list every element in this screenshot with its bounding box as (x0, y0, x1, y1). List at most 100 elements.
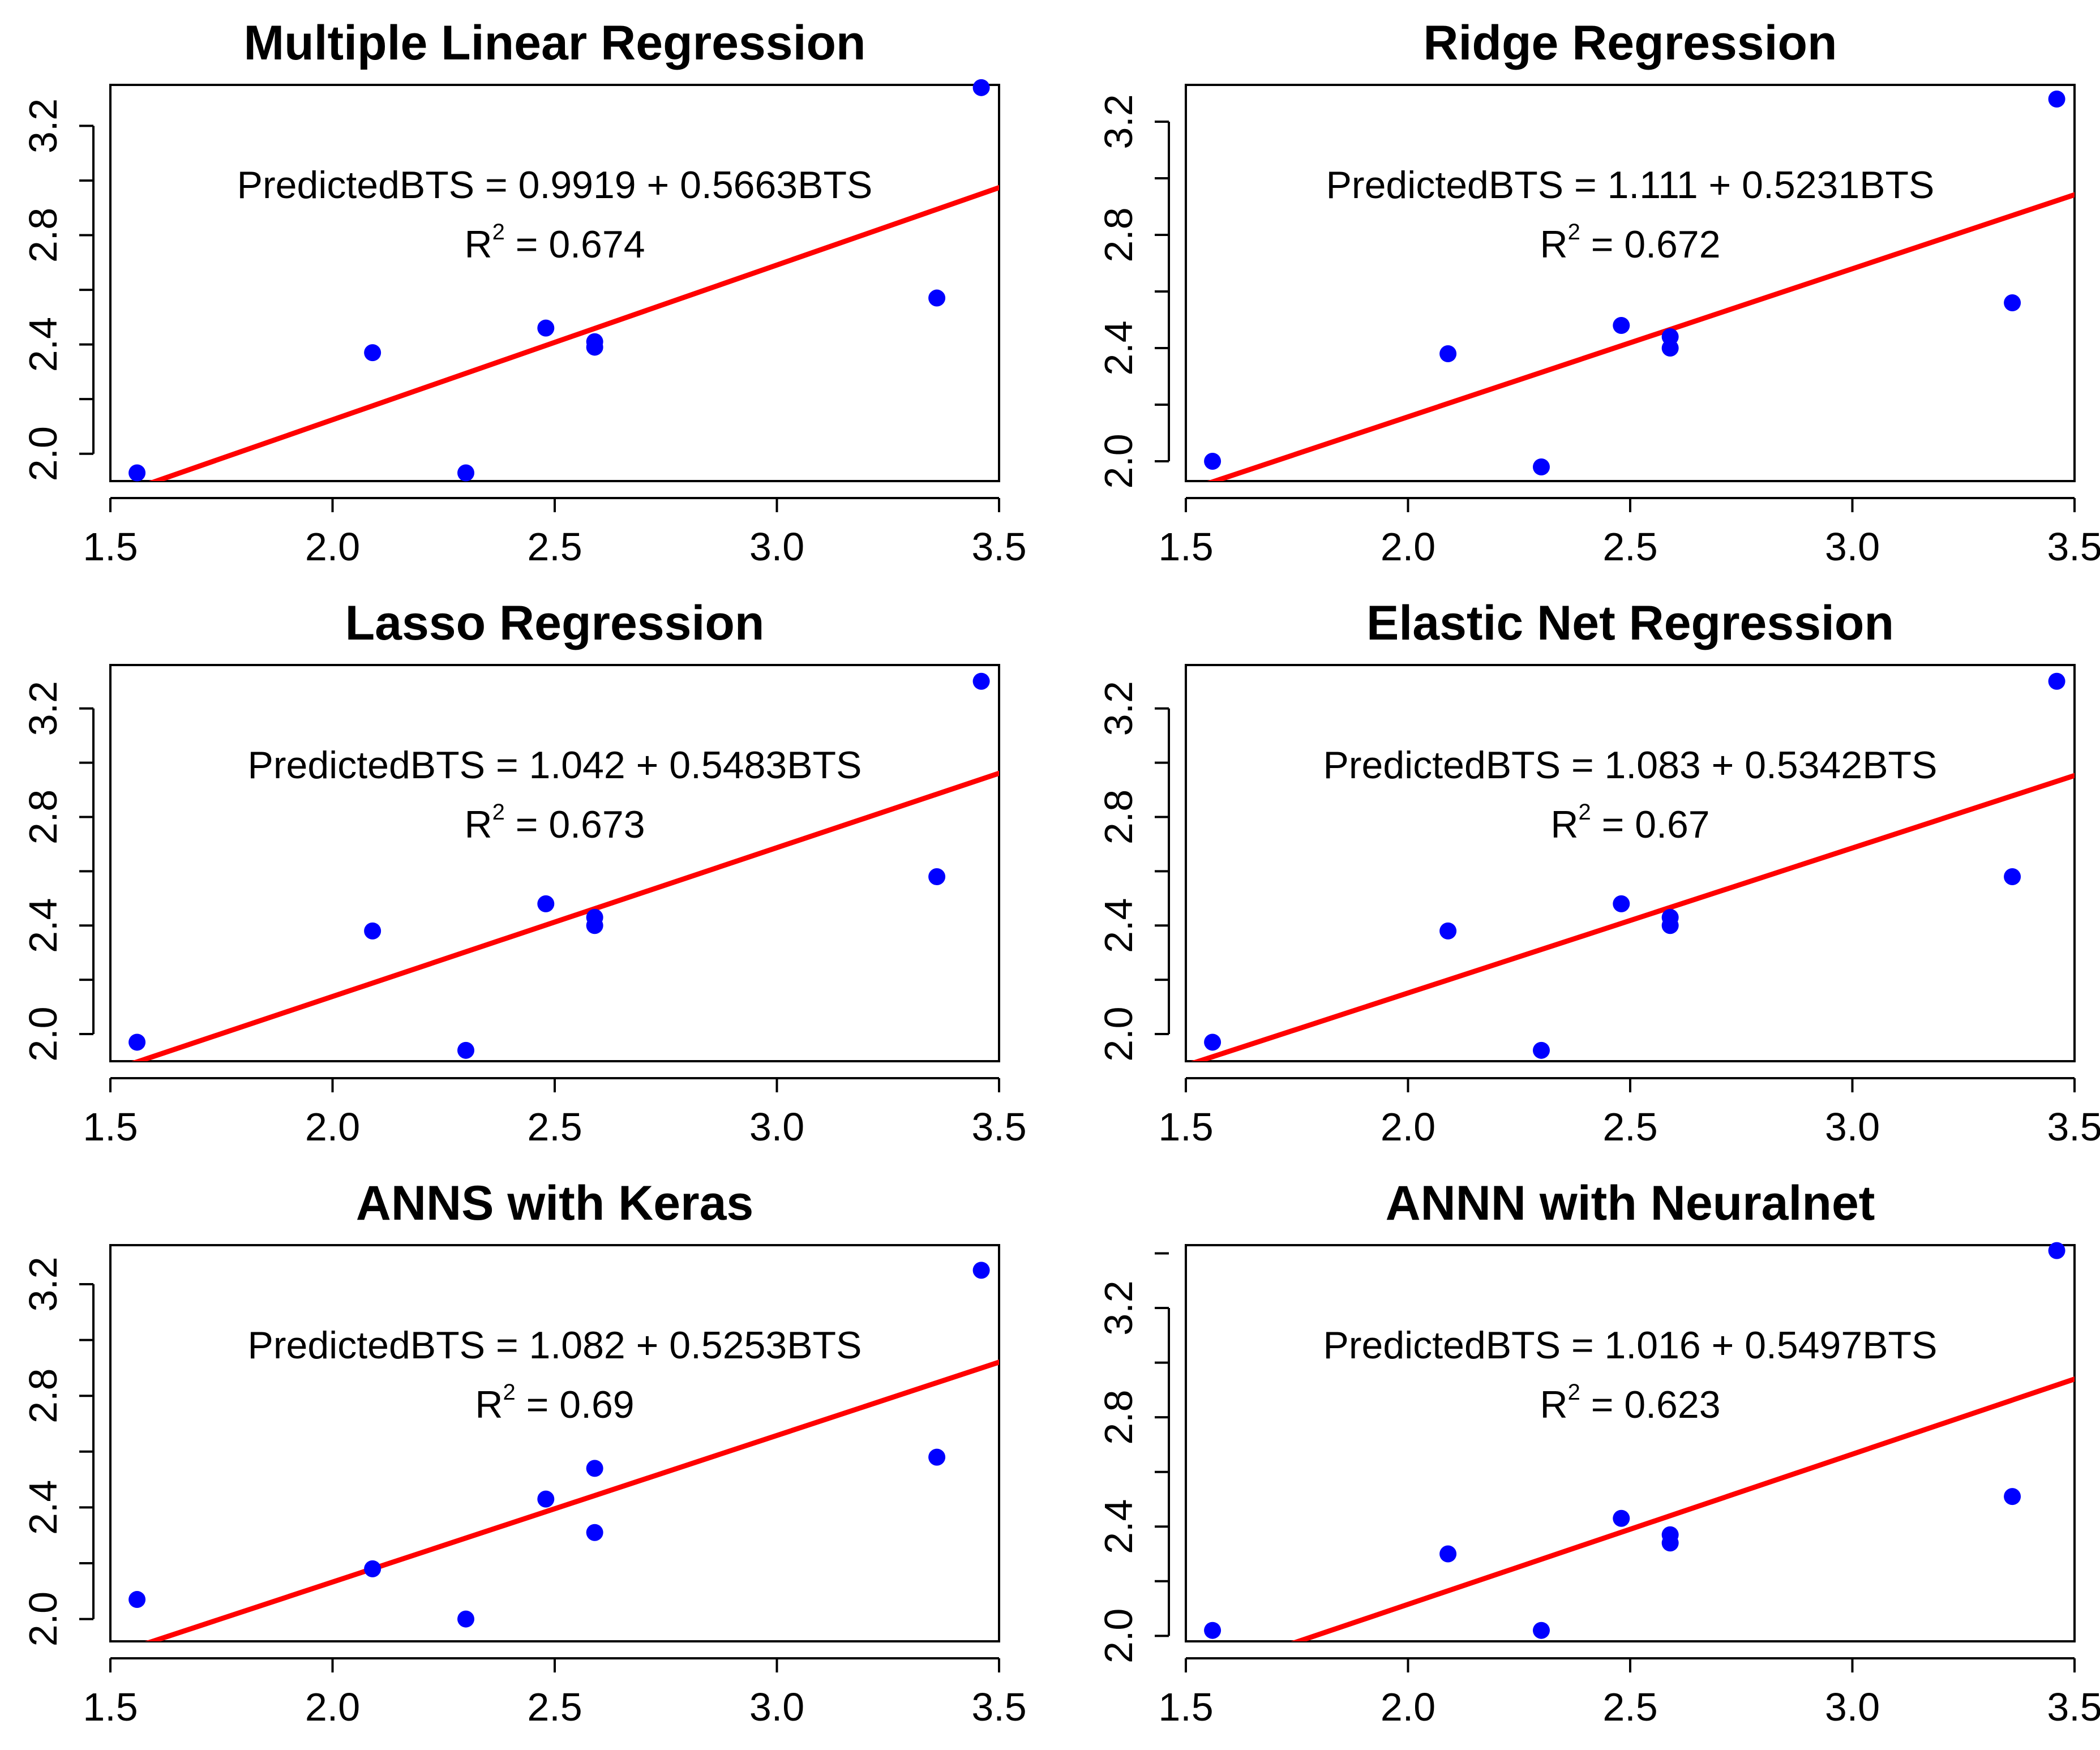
fit-line (131, 770, 999, 1061)
fit-line (148, 185, 999, 481)
data-point (364, 1560, 382, 1577)
r-squared-superscript: 2 (492, 800, 505, 825)
y-tick-label: 2.8 (21, 208, 65, 263)
x-tick-label: 2.0 (1381, 1105, 1435, 1149)
x-tick-label: 3.0 (749, 525, 804, 569)
x-tick-label: 2.0 (305, 1105, 360, 1149)
r-squared-superscript: 2 (1568, 220, 1580, 245)
r-squared-superscript: 2 (1568, 1380, 1580, 1405)
fit-line (1207, 192, 2075, 481)
data-point (2048, 1242, 2065, 1259)
panel-4: Elastic Net Regression 1.5 2.0 2.5 3.0 3.5 2.0… (1096, 596, 2100, 1149)
panel-5: ANNS with Keras 1.5 2.0 2.5 3.0 3.5 2.0 2.4 2.8 3… (21, 1176, 1027, 1729)
data-point (1439, 922, 1457, 940)
x-tick-label: 2.0 (305, 525, 360, 569)
panel-title: ANNS with Keras (356, 1176, 754, 1230)
x-tick-label: 2.5 (1602, 1685, 1657, 1729)
fit-line (1291, 1376, 2075, 1641)
panel-3: Lasso Regression 1.5 2.0 2.5 3.0 3.5 2.0 2.4 2.8… (21, 596, 1027, 1149)
x-tick-label: 1.5 (83, 525, 138, 569)
x-tick-label: 3.0 (1825, 525, 1880, 569)
y-tick-label: 3.2 (21, 1256, 65, 1311)
data-point (586, 338, 603, 356)
y-tick-label: 2.4 (1096, 320, 1141, 375)
data-point (1439, 1545, 1457, 1563)
data-point (972, 79, 990, 96)
r-squared: R2 = 0.672 (1540, 220, 1720, 266)
data-point (1204, 1622, 1222, 1639)
x-tick-label: 3.0 (749, 1685, 804, 1729)
y-tick-label: 2.8 (21, 1369, 65, 1423)
r-squared-value: = 0.672 (1580, 223, 1721, 266)
data-point (1661, 917, 1679, 934)
data-point (537, 1490, 555, 1508)
panel-2: Ridge Regression 1.5 2.0 2.5 3.0 3.5 2.0 2.4 2.8… (1096, 16, 2100, 569)
r-squared-label: R (464, 803, 492, 846)
data-point (1204, 1033, 1222, 1051)
x-tick-label: 3.5 (971, 525, 1026, 569)
panel-1: Multiple Linear Regression 1.5 2.0 2.5 3.0 3.… (21, 16, 1027, 569)
x-tick-label: 2.5 (1602, 525, 1657, 569)
x-tick-label: 3.5 (2047, 1685, 2100, 1729)
data-point (1613, 317, 1630, 334)
panel-title: Multiple Linear Regression (243, 16, 865, 70)
plot-frame (109, 84, 1000, 482)
x-tick-label: 3.0 (749, 1105, 804, 1149)
r-squared-superscript: 2 (503, 1380, 516, 1405)
y-tick-label: 2.0 (1096, 1006, 1141, 1061)
y-tick-label: 2.4 (1096, 1499, 1141, 1554)
r-squared-superscript: 2 (492, 220, 505, 245)
plot-frame (1185, 84, 2076, 482)
r-squared-value: = 0.67 (1591, 803, 1710, 846)
data-point (586, 917, 603, 934)
data-point (972, 1262, 990, 1279)
y-tick-label: 3.2 (21, 681, 65, 736)
y-tick-label: 3.2 (1096, 681, 1141, 736)
r-squared: R2 = 0.674 (464, 220, 645, 266)
x-tick-label: 1.5 (83, 1685, 138, 1729)
y-tick-label: 2.8 (1096, 790, 1141, 844)
x-tick-label: 2.5 (527, 1685, 582, 1729)
panel-title: Ridge Regression (1423, 16, 1837, 70)
data-point (1661, 1534, 1679, 1552)
data-point (457, 1041, 474, 1059)
plot-frame (109, 664, 1000, 1062)
data-point (928, 1448, 946, 1466)
x-tick-label: 3.0 (1825, 1685, 1880, 1729)
x-tick-label: 1.5 (1158, 1685, 1213, 1729)
r-squared: R2 = 0.69 (475, 1380, 634, 1426)
r-squared: R2 = 0.623 (1540, 1380, 1720, 1426)
x-tick-label: 2.0 (1381, 525, 1435, 569)
data-point (2048, 91, 2065, 108)
data-point (972, 672, 990, 690)
panel-6: ANNN with Neuralnet 1.5 2.0 2.5 3.0 3.5 2.0 2.4… (1096, 1176, 2100, 1729)
y-tick-label: 2.8 (1096, 1389, 1141, 1444)
plot-frame (109, 1244, 1000, 1642)
y-tick-label: 2.0 (1096, 434, 1141, 488)
y-tick-label: 2.4 (1096, 898, 1141, 953)
r-squared-label: R (1550, 803, 1578, 846)
y-tick-label: 2.4 (21, 1480, 65, 1535)
x-tick-label: 3.5 (2047, 525, 2100, 569)
data-point (364, 344, 382, 362)
data-point (364, 922, 382, 940)
data-point (457, 1610, 474, 1628)
data-point (928, 289, 946, 307)
y-tick-label: 3.2 (21, 98, 65, 153)
y-tick-label: 2.0 (21, 1006, 65, 1061)
x-tick-label: 2.0 (1381, 1685, 1435, 1729)
y-tick-label: 2.0 (21, 1592, 65, 1646)
r-squared-value: = 0.674 (505, 223, 645, 266)
x-tick-label: 2.0 (305, 1685, 360, 1729)
r-squared-label: R (475, 1383, 503, 1426)
data-point (928, 868, 946, 885)
r-squared: R2 = 0.673 (464, 800, 645, 846)
r-squared-value: = 0.673 (505, 803, 645, 846)
y-tick-label: 2.8 (21, 790, 65, 844)
data-point (586, 1460, 603, 1477)
x-tick-label: 2.5 (527, 525, 582, 569)
panel-title: Lasso Regression (345, 596, 765, 650)
data-point (1613, 1509, 1630, 1527)
data-point (1613, 895, 1630, 912)
y-tick-label: 3.2 (1096, 94, 1141, 149)
